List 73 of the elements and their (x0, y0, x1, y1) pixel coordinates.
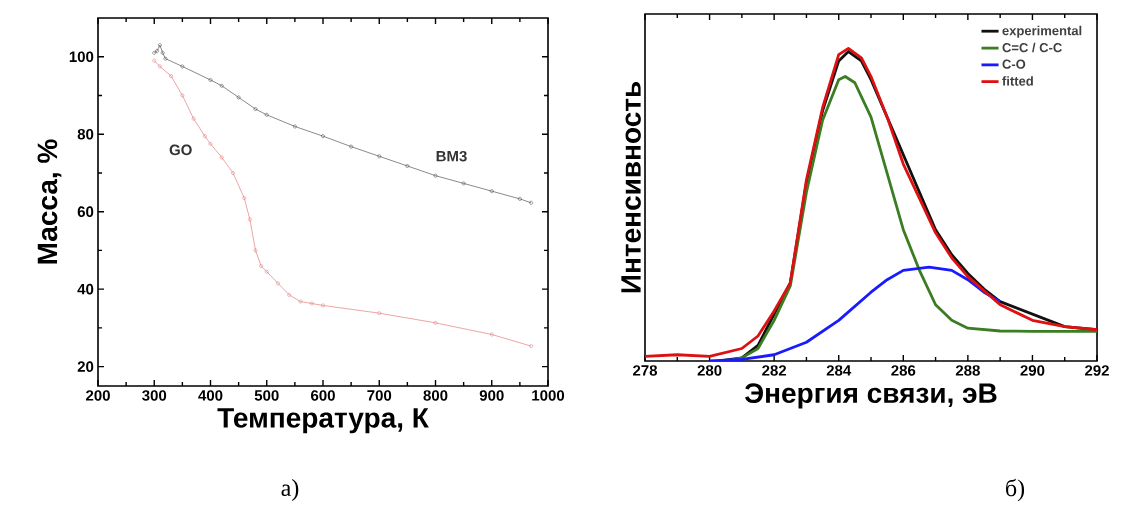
x-tick-label: 292 (1085, 365, 1109, 376)
point (242, 196, 247, 200)
point (253, 107, 258, 111)
point (180, 93, 185, 98)
point (191, 116, 196, 121)
point (321, 134, 325, 138)
x-tick-label: 284 (826, 365, 852, 376)
text: б) (1006, 478, 1025, 502)
point (264, 113, 269, 117)
y-tick-label: 100 (69, 51, 94, 63)
text: а) (281, 479, 299, 501)
point (163, 56, 168, 61)
point (203, 134, 207, 138)
legend-label: fitted (1002, 76, 1033, 86)
x-tick-label: 290 (1020, 365, 1045, 376)
point (169, 74, 173, 78)
point (180, 64, 185, 69)
point (208, 142, 213, 146)
point (236, 95, 241, 100)
y-tick-label: 80 (77, 128, 94, 140)
point (158, 43, 162, 47)
x-tick-label: 1000 (532, 390, 565, 401)
y-tick-label: 60 (77, 206, 94, 217)
series-label: GO (169, 144, 192, 156)
x-axis-title: Энергия связи, эВ (744, 383, 997, 409)
x-tick-label: 300 (142, 390, 167, 401)
point (377, 311, 382, 316)
point (377, 154, 382, 159)
point (219, 83, 224, 88)
point (248, 217, 252, 222)
point (259, 264, 263, 268)
point (298, 299, 303, 304)
point (433, 321, 438, 325)
x-tick-label: 280 (697, 365, 722, 376)
legend-label: experimental (1002, 25, 1082, 38)
point (160, 51, 165, 55)
point (253, 248, 258, 253)
series-label: BM3 (436, 150, 467, 162)
point (461, 181, 466, 186)
x-tick-label: 286 (891, 365, 916, 376)
x-axis-title: Температура, К (217, 408, 429, 434)
point (293, 124, 297, 129)
x-tick-label: 500 (254, 390, 279, 401)
point (158, 64, 162, 69)
point (309, 301, 314, 306)
point (489, 332, 494, 337)
y-tick-label: 40 (77, 283, 94, 295)
point (349, 144, 353, 149)
legend-label: C-O (1002, 59, 1026, 69)
x-tick-label: 282 (762, 365, 787, 376)
x-tick-label: 800 (423, 390, 448, 401)
point (489, 189, 494, 193)
x-tick-label: 288 (955, 365, 980, 376)
point (276, 281, 280, 286)
y-axis-title: Масса, % (37, 139, 62, 264)
point (264, 269, 269, 274)
point (518, 197, 522, 201)
y-axis-title: Интенсивность (621, 81, 641, 293)
x-tick-label: 400 (198, 390, 223, 401)
point (219, 155, 224, 160)
point (433, 173, 438, 178)
x-tick-label: 700 (367, 390, 392, 401)
point (231, 171, 235, 175)
x-tick-label: 600 (311, 390, 335, 401)
y-tick-label: 20 (77, 361, 94, 372)
point (287, 293, 292, 297)
legend-label: C=C / C-C (1002, 42, 1062, 53)
point (208, 78, 213, 82)
x-tick-label: 900 (479, 390, 504, 401)
point (405, 164, 410, 168)
x-tick-label: 200 (86, 390, 110, 401)
point (321, 303, 325, 308)
x-tick-label: 278 (633, 365, 658, 376)
